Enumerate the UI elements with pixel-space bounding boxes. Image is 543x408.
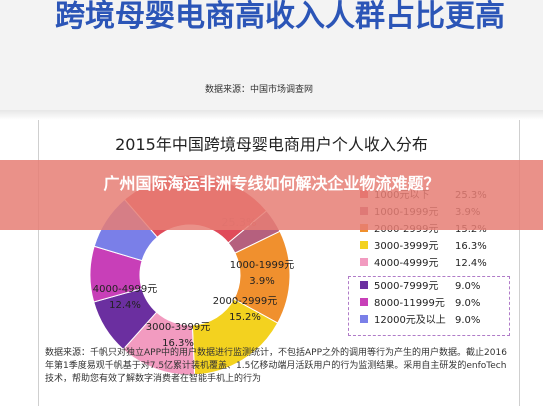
legend-label-6: 8000-11999元 <box>374 298 445 309</box>
legend-label-3: 3000-3999元 <box>374 241 439 252</box>
header-band <box>0 0 543 118</box>
slice-label-value-2: 15.2% <box>229 312 261 323</box>
overlay-text[interactable]: 广州国际海运非洲专线如何解决企业物流难题？ <box>103 174 440 193</box>
legend-swatch-4 <box>360 258 368 266</box>
legend-value-6: 9.0% <box>455 298 480 309</box>
slice-label-name-2: 2000-2999元 <box>213 296 278 307</box>
legend-swatch-6 <box>360 298 368 306</box>
high-income-highlight-box <box>348 276 510 336</box>
slice-label-value-3: 16.3% <box>162 338 194 349</box>
slice-label-name-1: 1000-1999元 <box>230 260 295 271</box>
source-note: 数据来源：中国市场调查网 <box>205 85 314 95</box>
legend-value-3: 16.3% <box>455 241 487 252</box>
headline: 跨境母婴电商高收入人群占比更高 <box>55 0 505 34</box>
slice-label-value-4: 12.4% <box>109 300 141 311</box>
chart-title: 2015年中国跨境母婴电商用户个人收入分布 <box>115 135 428 154</box>
footnote: 数据来源：千帆只对独立APP中的用户数据进行监测统计，不包括APP之外的调用等行… <box>45 348 507 384</box>
legend-value-4: 12.4% <box>455 258 487 269</box>
legend-swatch-3 <box>360 241 368 249</box>
slice-label-value-1: 3.9% <box>249 276 274 287</box>
legend-value-5: 9.0% <box>455 281 480 292</box>
legend-label-7: 12000元及以上 <box>374 314 446 326</box>
legend-swatch-5 <box>360 281 368 289</box>
slice-label-name-3: 3000-3999元 <box>146 322 211 333</box>
legend-value-7: 9.0% <box>455 315 480 326</box>
header-shadow <box>0 110 543 120</box>
legend-label-5: 5000-7999元 <box>374 281 439 292</box>
overlay-banner <box>0 160 543 230</box>
legend-label-4: 4000-4999元 <box>374 258 439 269</box>
legend-swatch-7 <box>360 315 368 323</box>
slice-label-name-4: 4000-4999元 <box>93 284 158 295</box>
